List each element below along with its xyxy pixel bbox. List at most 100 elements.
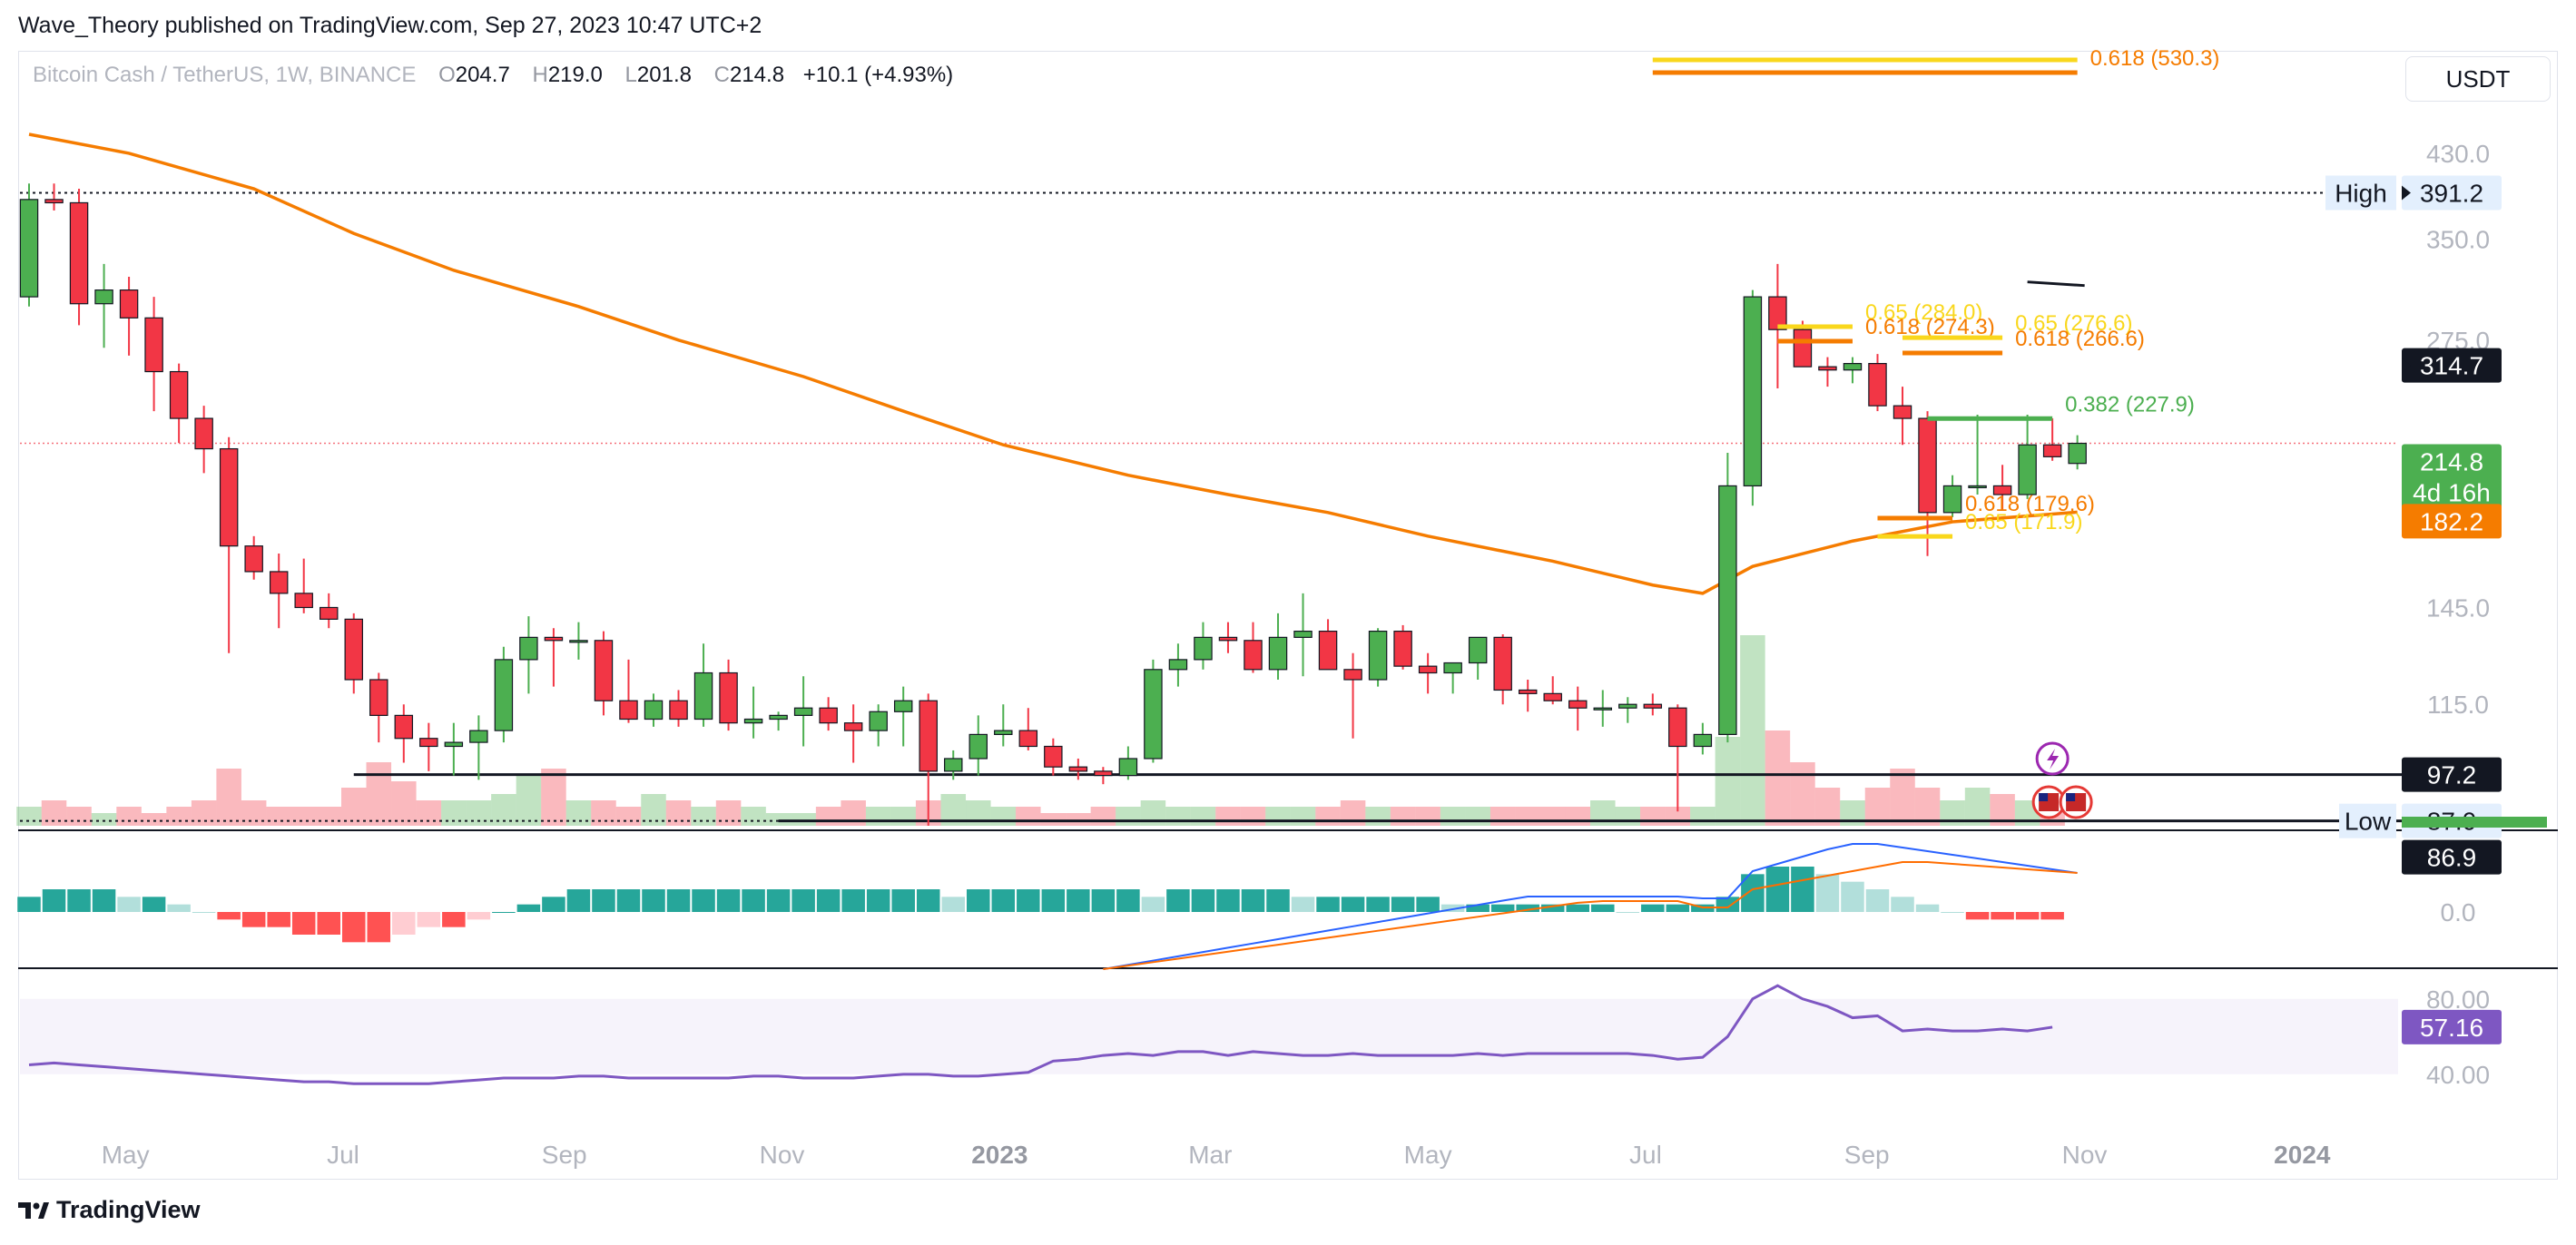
volume-bar bbox=[366, 762, 392, 826]
macd-histogram-bar bbox=[666, 889, 691, 912]
candle bbox=[294, 593, 313, 609]
us-flag-canton bbox=[2066, 793, 2076, 801]
volume-bar bbox=[591, 800, 616, 826]
fib-level-label: 0.618 (179.6) bbox=[1965, 492, 2095, 516]
candle bbox=[619, 700, 638, 721]
candle bbox=[1018, 730, 1038, 748]
macd-histogram-bar bbox=[1865, 889, 1890, 912]
price-axis-tick: 115.0 bbox=[2427, 691, 2489, 719]
macd-histogram-bar bbox=[392, 912, 416, 935]
volume-bar bbox=[865, 807, 891, 826]
volume-bar bbox=[1290, 807, 1316, 826]
candle bbox=[44, 199, 64, 204]
price-tag-box bbox=[2402, 839, 2502, 875]
candle bbox=[1368, 631, 1388, 681]
time-axis-tick: Nov bbox=[760, 1141, 805, 1169]
macd-histogram-bar bbox=[92, 889, 116, 912]
candle bbox=[1393, 631, 1412, 667]
volume-bar bbox=[815, 807, 841, 826]
macd-histogram-bar bbox=[1440, 904, 1465, 912]
price-tag: 391.2 bbox=[2420, 179, 2483, 207]
macd-histogram-bar bbox=[1516, 904, 1539, 912]
macd-axis-tick: 0.0 bbox=[2441, 898, 2476, 926]
macd-histogram-bar bbox=[67, 889, 91, 912]
volume-bar bbox=[1365, 807, 1391, 826]
price-tag-countdown: 4d 16h bbox=[2413, 479, 2491, 507]
macd-histogram-bar bbox=[841, 889, 865, 912]
macd-histogram-bar bbox=[442, 912, 466, 927]
volume-bar bbox=[1765, 730, 1791, 826]
time-axis-tick: Nov bbox=[2062, 1141, 2108, 1169]
macd-histogram-bar bbox=[1416, 897, 1440, 912]
candle bbox=[169, 370, 189, 419]
macd-histogram-bar bbox=[1965, 912, 1990, 920]
candle bbox=[1593, 707, 1612, 711]
time-axis-tick: May bbox=[102, 1141, 150, 1169]
tradingview-brand: TradingView bbox=[56, 1196, 201, 1223]
volume-bar bbox=[741, 807, 766, 826]
macd-histogram-bar bbox=[467, 912, 491, 920]
candle bbox=[544, 636, 564, 642]
macd-histogram-bar bbox=[1316, 897, 1340, 912]
macd-histogram-bar bbox=[542, 897, 565, 912]
price-tag: 314.7 bbox=[2420, 352, 2483, 380]
macd-histogram-bar bbox=[941, 897, 966, 912]
macd-histogram-bar bbox=[317, 912, 341, 935]
volume-bar bbox=[416, 800, 442, 826]
open-label: O bbox=[438, 63, 456, 87]
rsi-axis-tick: 80.00 bbox=[2426, 985, 2490, 1014]
volume-bar bbox=[191, 800, 217, 826]
volume-bar bbox=[216, 769, 241, 826]
candle bbox=[769, 714, 788, 721]
volume-bar bbox=[1615, 807, 1641, 826]
macd-histogram-bar bbox=[891, 889, 915, 912]
macd-histogram-bar bbox=[1266, 889, 1290, 912]
low-label: L bbox=[624, 63, 637, 87]
candle bbox=[1218, 636, 1238, 642]
high-label: H bbox=[532, 63, 548, 87]
macd-histogram-bar bbox=[241, 912, 266, 927]
high-label-box bbox=[2325, 175, 2396, 211]
price-marker bbox=[2027, 280, 2085, 288]
candle bbox=[1768, 296, 1787, 330]
candle bbox=[1118, 758, 1138, 777]
macd-histogram-bar bbox=[1366, 897, 1390, 912]
currency-button[interactable]: USDT bbox=[2405, 56, 2551, 102]
macd-histogram-bar bbox=[916, 889, 940, 912]
candle bbox=[1693, 733, 1713, 748]
macd-histogram-bar bbox=[192, 912, 216, 913]
candle bbox=[1643, 703, 1663, 709]
volume-bar bbox=[466, 800, 492, 826]
symbol-title[interactable]: Bitcoin Cash / TetherUS, 1W, BINANCE bbox=[33, 63, 417, 87]
macd-histogram-bar bbox=[1391, 897, 1415, 912]
candle bbox=[919, 700, 938, 772]
macd-histogram-bar bbox=[791, 889, 815, 912]
candle bbox=[719, 672, 738, 724]
fib-level-label: 0.65 (171.9) bbox=[1965, 510, 2082, 534]
lightning-glyph bbox=[2047, 749, 2060, 770]
macd-histogram-bar bbox=[616, 889, 641, 912]
high-pointer bbox=[2402, 185, 2411, 201]
low-label-box bbox=[2339, 803, 2396, 838]
volume-bar bbox=[1490, 807, 1516, 826]
volume-bar bbox=[1315, 807, 1341, 826]
volume-bar bbox=[266, 807, 291, 826]
volume-bar bbox=[341, 788, 367, 826]
candle bbox=[469, 730, 488, 743]
macd-histogram-bar bbox=[1616, 912, 1640, 913]
candle bbox=[2042, 444, 2062, 457]
macd-histogram-bar bbox=[1067, 889, 1090, 912]
symbol-legend: Bitcoin Cash / TetherUS, 1W, BINANCE O20… bbox=[33, 63, 953, 88]
macd-histogram-bar bbox=[692, 889, 715, 912]
macd-signal-line bbox=[1103, 861, 2078, 970]
candle bbox=[19, 199, 39, 298]
candle bbox=[1418, 665, 1438, 674]
candle bbox=[1543, 692, 1562, 701]
volume-bar bbox=[316, 807, 342, 826]
price-tag-box bbox=[2402, 504, 2502, 539]
candle bbox=[1268, 636, 1288, 671]
tradingview-logo[interactable]: TradingView bbox=[18, 1196, 201, 1224]
macd-histogram-bar bbox=[1641, 904, 1665, 912]
candle bbox=[1843, 363, 1863, 371]
